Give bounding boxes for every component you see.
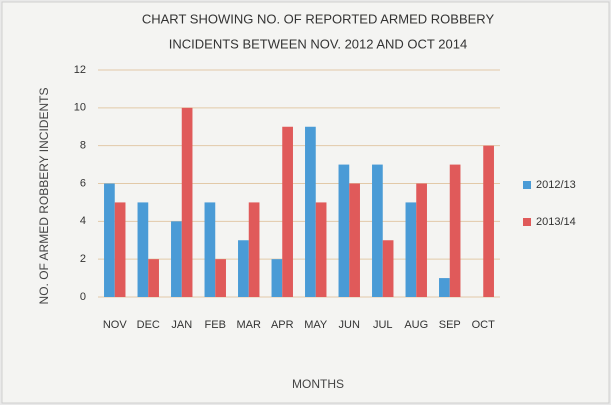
bar xyxy=(137,202,149,297)
bar xyxy=(181,107,193,297)
x-tick-label: OCT xyxy=(472,319,496,331)
bar xyxy=(204,202,216,297)
y-tick-label: 4 xyxy=(80,215,86,227)
legend-label: 2012/13 xyxy=(536,179,576,191)
legend-swatch xyxy=(523,181,531,189)
x-axis-title: MONTHS xyxy=(292,377,344,391)
bar xyxy=(248,202,260,297)
chart-title-line: INCIDENTS BETWEEN NOV. 2012 AND OCT 2014 xyxy=(169,36,467,51)
legend-swatch xyxy=(523,218,531,226)
bar xyxy=(282,126,293,297)
bar xyxy=(215,259,226,297)
bar xyxy=(483,145,494,297)
bar xyxy=(405,202,417,297)
bar xyxy=(449,164,461,297)
bar xyxy=(104,183,115,297)
bar xyxy=(271,259,283,297)
y-tick-label: 6 xyxy=(80,177,86,189)
y-tick-label: 8 xyxy=(80,140,86,152)
y-axis-title: NO. OF ARMED ROBBERY INCIDENTS xyxy=(37,88,51,305)
bar xyxy=(372,164,383,297)
y-tick-label: 2 xyxy=(80,253,86,265)
legend-label: 2013/14 xyxy=(536,216,576,228)
y-tick-label: 12 xyxy=(74,64,86,76)
x-tick-label: DEC xyxy=(137,319,160,331)
bar xyxy=(148,259,159,297)
bar xyxy=(315,202,327,297)
bar xyxy=(349,183,360,297)
bar xyxy=(338,164,350,297)
bar xyxy=(305,126,316,297)
x-tick-label: JUN xyxy=(339,319,360,331)
x-tick-label: FEB xyxy=(205,319,226,331)
x-tick-label: SEP xyxy=(439,319,461,331)
bar xyxy=(171,221,182,297)
y-tick-label: 10 xyxy=(74,102,86,114)
y-tick-label: 0 xyxy=(80,291,86,303)
x-tick-label: NOV xyxy=(103,319,128,331)
bar xyxy=(382,240,394,297)
x-tick-label: AUG xyxy=(404,319,428,331)
chart-title-line: CHART SHOWING NO. OF REPORTED ARMED ROBB… xyxy=(142,11,495,26)
bar xyxy=(439,278,450,297)
x-tick-label: JAN xyxy=(171,319,192,331)
x-tick-label: JUL xyxy=(373,319,393,331)
x-tick-label: MAR xyxy=(237,319,262,331)
x-tick-label: APR xyxy=(271,319,294,331)
bar xyxy=(238,240,249,297)
x-tick-label: MAY xyxy=(304,319,328,331)
bar xyxy=(114,202,126,297)
bar xyxy=(416,183,427,297)
